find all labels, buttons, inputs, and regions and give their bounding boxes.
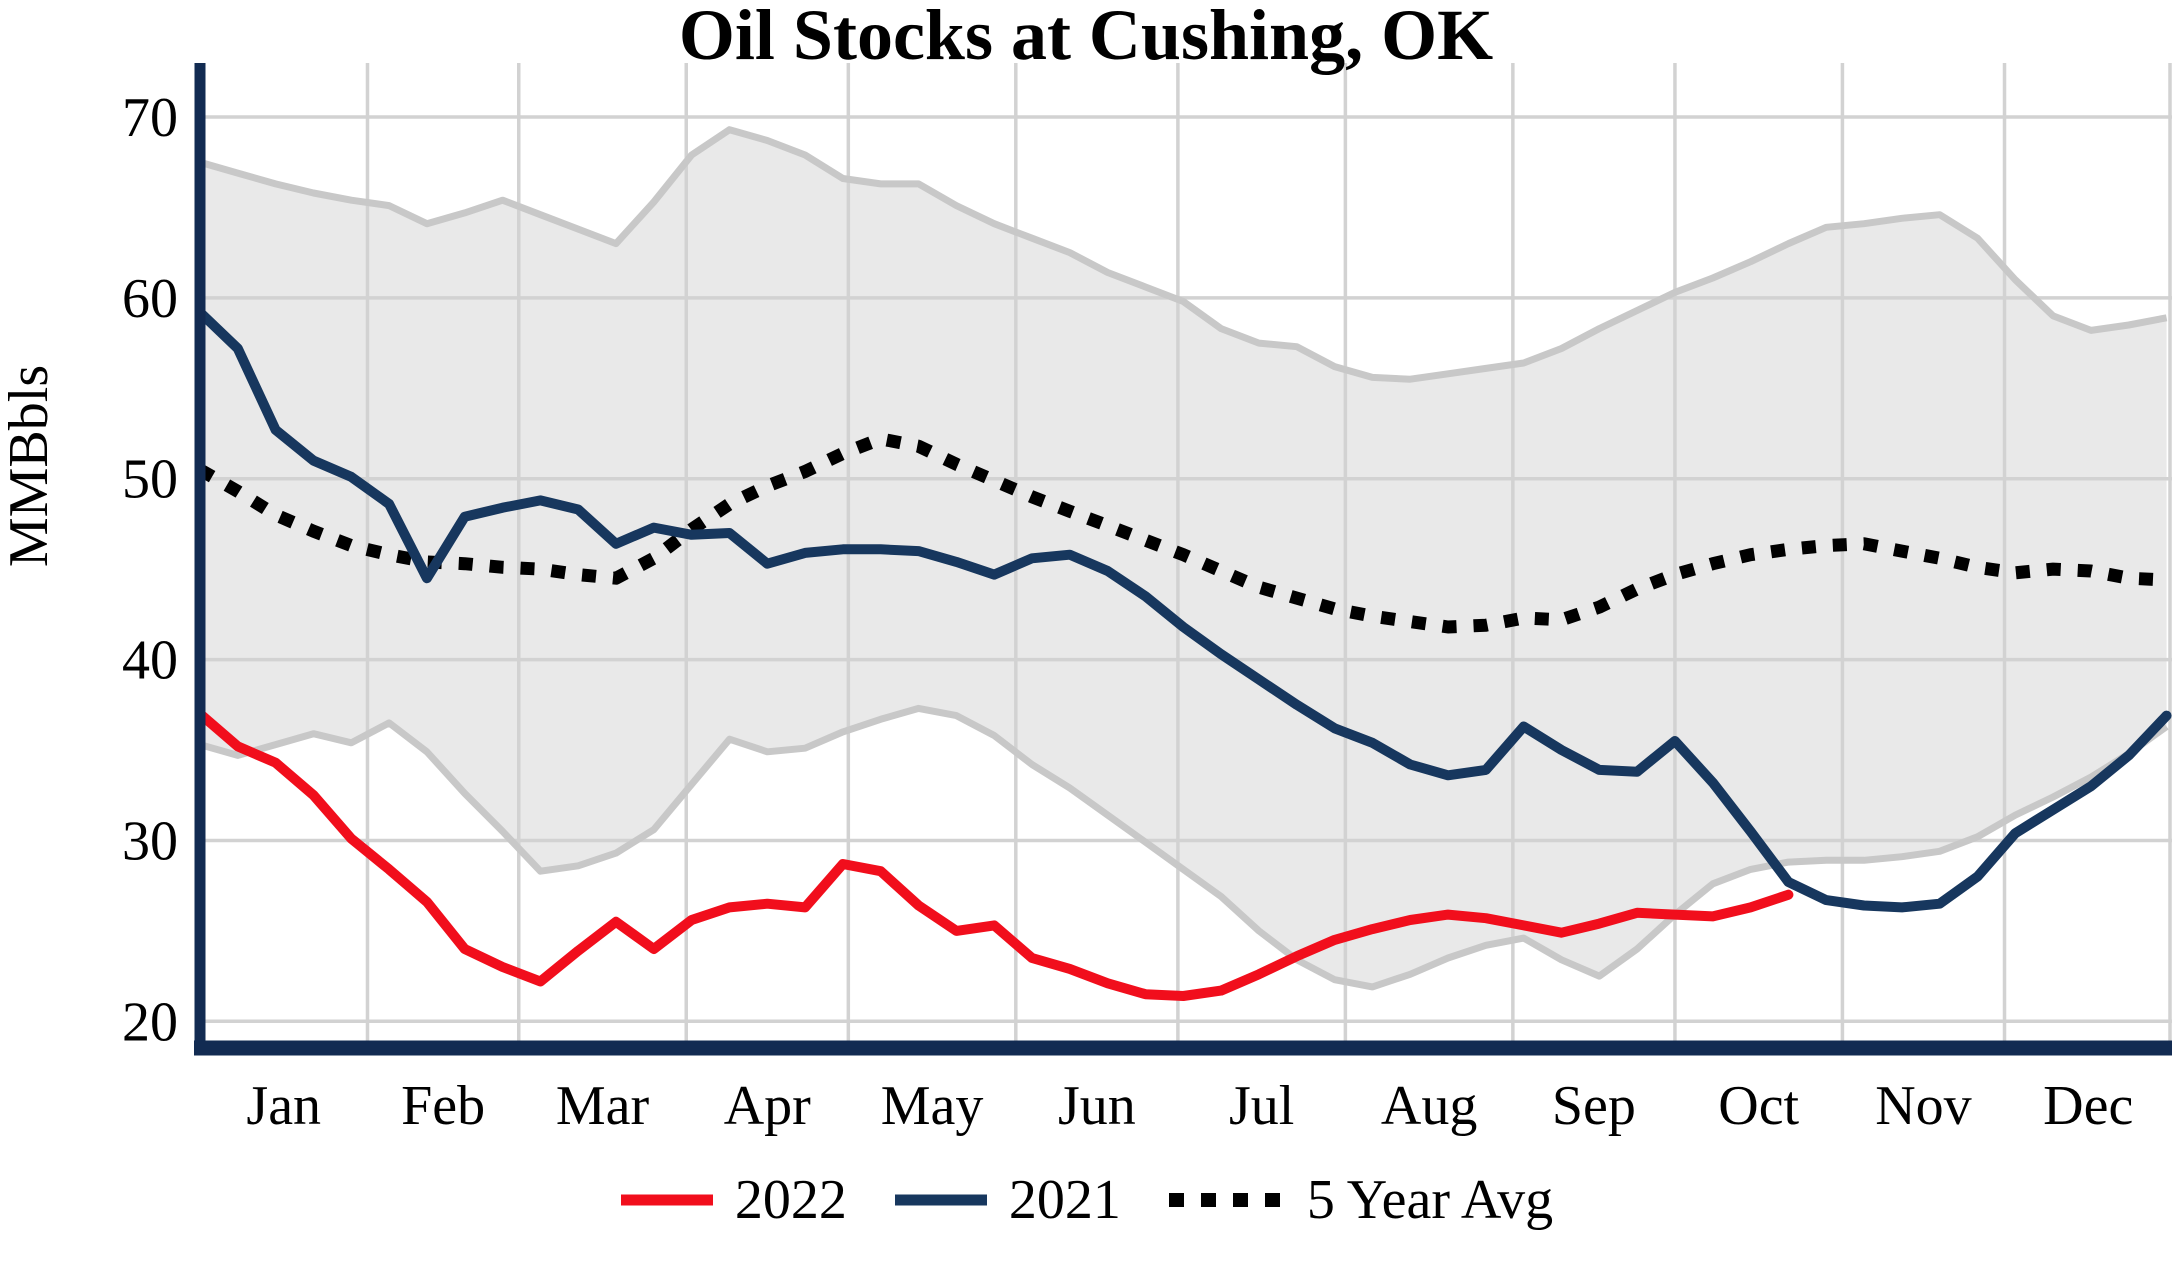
series-line-5-year-avg: [196, 432, 2167, 634]
x-tick-label-sep: Sep: [1552, 1075, 1636, 1137]
legend-item-2021: 2021: [893, 1168, 1121, 1232]
x-tick-label-feb: Feb: [401, 1075, 485, 1137]
x-tick-label-dec: Dec: [2043, 1075, 2133, 1137]
legend-item-2022: 2022: [619, 1168, 847, 1232]
chart-title: Oil Stocks at Cushing, OK: [678, 0, 1494, 75]
y-tick-label-60: 60: [122, 268, 178, 330]
y-axis-label: MMBbls: [0, 364, 60, 568]
legend-label-5yr-avg: 5 Year Avg: [1306, 1169, 1554, 1231]
legend-item-5yr-avg: 5 Year Avg: [1167, 1168, 1553, 1232]
legend-dotted-line-icon: [1168, 1193, 1285, 1207]
x-tick-label-apr: Apr: [724, 1075, 811, 1137]
series-line-2021: [195, 307, 2172, 913]
band-lower-edge: [199, 704, 2169, 991]
legend-line-2021-icon: [894, 1194, 987, 1206]
legend-line-2022-icon: [620, 1194, 713, 1206]
y-tick-label-70: 70: [122, 87, 178, 149]
legend-label-2021: 2021: [1008, 1169, 1121, 1231]
band-upper-edge: [199, 126, 2168, 383]
legend-label-2022: 2022: [734, 1169, 847, 1231]
x-tick-label-oct: Oct: [1718, 1075, 1799, 1137]
x-tick-label-jan: Jan: [246, 1075, 321, 1137]
y-tick-label-40: 40: [122, 630, 178, 692]
legend: 2022 2021 5 Year Avg: [0, 1168, 2172, 1232]
y-tick-label-20: 20: [122, 991, 178, 1053]
y-tick-label-30: 30: [122, 810, 178, 872]
x-tick-label-jun: Jun: [1058, 1075, 1136, 1137]
x-tick-label-may: May: [881, 1075, 984, 1137]
y-tick-label-50: 50: [122, 449, 178, 511]
x-tick-label-aug: Aug: [1381, 1075, 1477, 1137]
series-line-2022: [195, 708, 1794, 1001]
x-tick-label-nov: Nov: [1875, 1075, 1971, 1137]
x-tick-label-jul: Jul: [1229, 1075, 1294, 1137]
x-tick-label-mar: Mar: [556, 1075, 650, 1137]
